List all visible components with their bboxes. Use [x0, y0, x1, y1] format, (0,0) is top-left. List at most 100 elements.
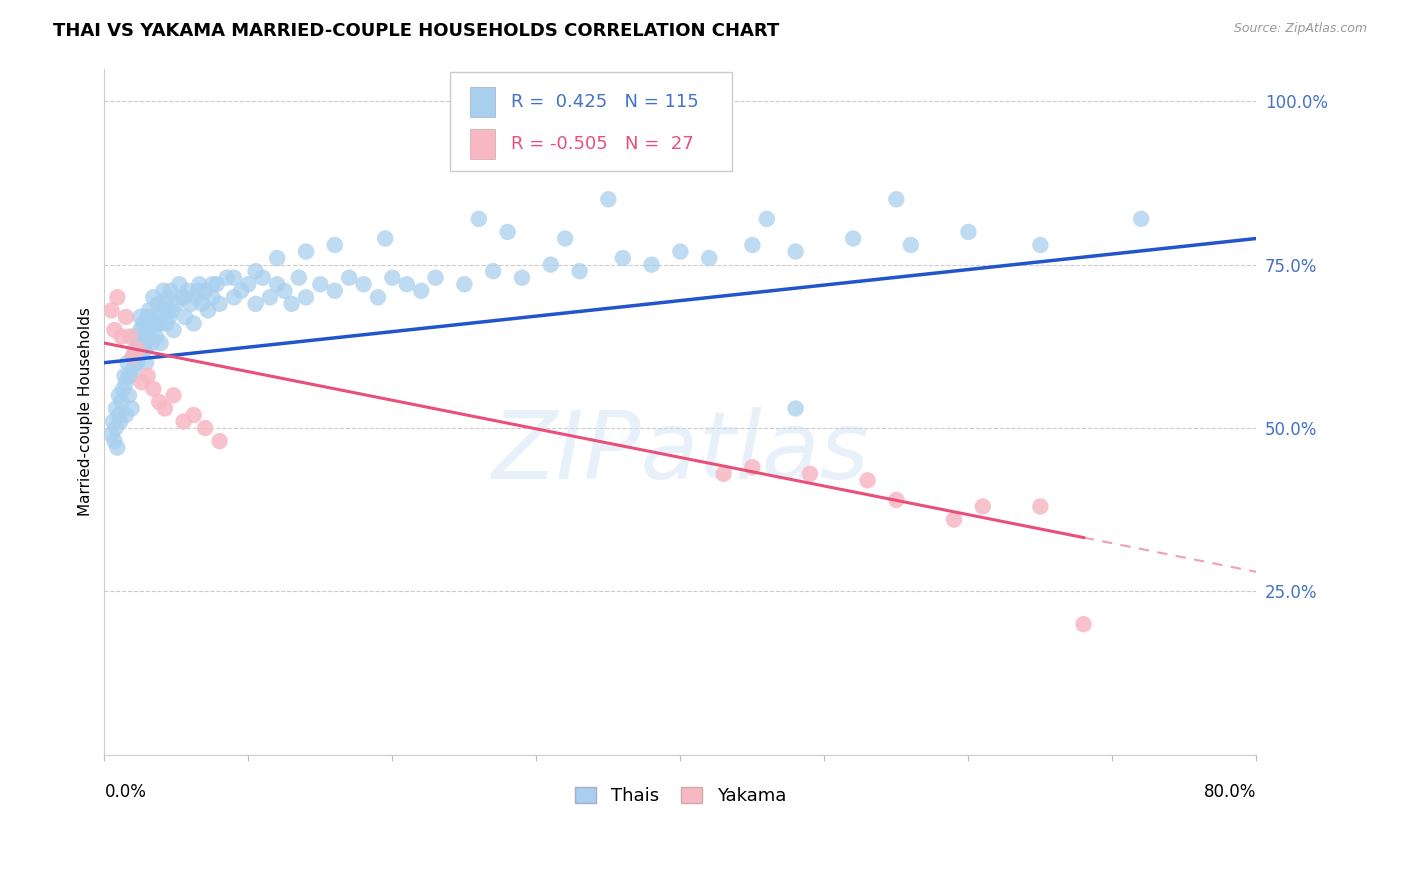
Point	[245, 264, 267, 278]
Text: THAI VS YAKAMA MARRIED-COUPLE HOUSEHOLDS CORRELATION CHART: THAI VS YAKAMA MARRIED-COUPLE HOUSEHOLDS…	[53, 22, 780, 40]
Point	[111, 395, 134, 409]
Point	[222, 290, 245, 304]
Point	[122, 349, 145, 363]
Point	[205, 277, 228, 292]
Point	[148, 317, 170, 331]
Point	[900, 238, 922, 252]
Bar	[470, 129, 495, 159]
Point	[1029, 238, 1052, 252]
Point	[540, 258, 562, 272]
Point	[713, 467, 735, 481]
Point	[122, 362, 145, 376]
Point	[112, 382, 135, 396]
Point	[100, 303, 122, 318]
Point	[135, 356, 157, 370]
Text: Source: ZipAtlas.com: Source: ZipAtlas.com	[1233, 22, 1367, 36]
Point	[131, 376, 153, 390]
Point	[100, 427, 122, 442]
Point	[323, 238, 346, 252]
Point	[142, 382, 165, 396]
Point	[252, 270, 274, 285]
Point	[411, 284, 433, 298]
Point	[114, 368, 136, 383]
Point	[367, 290, 389, 304]
Point	[295, 290, 318, 304]
Point	[111, 329, 134, 343]
Point	[273, 284, 295, 298]
Point	[120, 368, 142, 383]
Point	[295, 244, 318, 259]
Point	[132, 317, 155, 331]
Point	[194, 421, 217, 435]
Point	[231, 284, 253, 298]
Point	[153, 401, 176, 416]
Point	[972, 500, 994, 514]
Point	[323, 284, 346, 298]
Point	[208, 434, 231, 449]
Point	[149, 336, 172, 351]
Point	[201, 290, 224, 304]
Text: ZIPatlas: ZIPatlas	[492, 408, 869, 499]
Point	[167, 277, 190, 292]
Bar	[470, 87, 495, 117]
Point	[155, 317, 177, 331]
Point	[162, 323, 184, 337]
Point	[187, 284, 209, 298]
Point	[842, 231, 865, 245]
Point	[215, 270, 238, 285]
Point	[103, 323, 125, 337]
Point	[785, 244, 807, 259]
Point	[697, 251, 720, 265]
Point	[141, 336, 163, 351]
Point	[124, 343, 146, 357]
Point	[121, 401, 143, 416]
Point	[612, 251, 634, 265]
Point	[153, 297, 176, 311]
Point	[1130, 211, 1153, 226]
Point	[173, 415, 195, 429]
Point	[160, 303, 183, 318]
Point	[156, 290, 179, 304]
Point	[669, 244, 692, 259]
Point	[395, 277, 418, 292]
Point	[856, 474, 879, 488]
Point	[110, 415, 132, 429]
Point	[107, 388, 129, 402]
Point	[496, 225, 519, 239]
Point	[138, 303, 160, 318]
Point	[127, 343, 149, 357]
FancyBboxPatch shape	[450, 72, 733, 171]
Point	[104, 401, 127, 416]
Point	[141, 329, 163, 343]
Point	[159, 284, 181, 298]
Point	[145, 329, 167, 343]
Point	[288, 270, 311, 285]
Point	[134, 343, 156, 357]
Point	[101, 415, 124, 429]
Point	[183, 317, 205, 331]
Point	[554, 231, 576, 245]
Point	[741, 238, 763, 252]
Legend: Thais, Yakama: Thais, Yakama	[565, 778, 796, 814]
Point	[191, 297, 214, 311]
Point	[598, 192, 620, 206]
Point	[125, 356, 148, 370]
Point	[468, 211, 491, 226]
Point	[118, 388, 141, 402]
Point	[259, 290, 281, 304]
Point	[943, 512, 966, 526]
Point	[174, 310, 197, 324]
Y-axis label: Married-couple Households: Married-couple Households	[79, 307, 93, 516]
Point	[131, 343, 153, 357]
Point	[222, 270, 245, 285]
Text: 80.0%: 80.0%	[1204, 783, 1257, 801]
Point	[122, 349, 145, 363]
Point	[152, 284, 174, 298]
Point	[374, 231, 396, 245]
Point	[482, 264, 505, 278]
Point	[142, 290, 165, 304]
Point	[238, 277, 260, 292]
Point	[799, 467, 821, 481]
Point	[194, 284, 217, 298]
Text: R =  0.425   N = 115: R = 0.425 N = 115	[510, 94, 699, 112]
